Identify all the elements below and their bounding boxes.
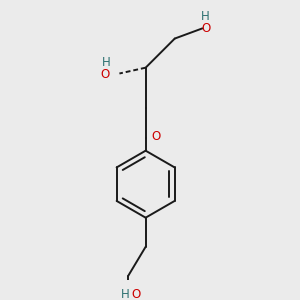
Text: O: O (100, 68, 109, 82)
Text: O: O (152, 130, 161, 142)
Text: H: H (102, 56, 111, 69)
Text: O: O (201, 22, 210, 35)
Text: H: H (121, 288, 130, 300)
Text: O: O (131, 288, 140, 300)
Text: H: H (201, 10, 210, 22)
